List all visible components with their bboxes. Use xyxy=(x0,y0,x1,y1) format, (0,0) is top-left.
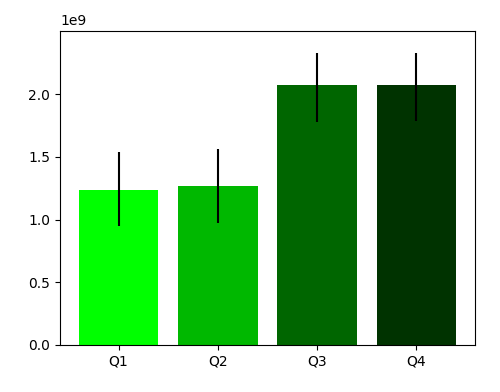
Bar xyxy=(178,186,258,345)
Text: 1e9: 1e9 xyxy=(60,14,86,28)
Bar xyxy=(376,85,456,345)
Bar xyxy=(79,190,158,345)
Bar xyxy=(278,85,357,345)
